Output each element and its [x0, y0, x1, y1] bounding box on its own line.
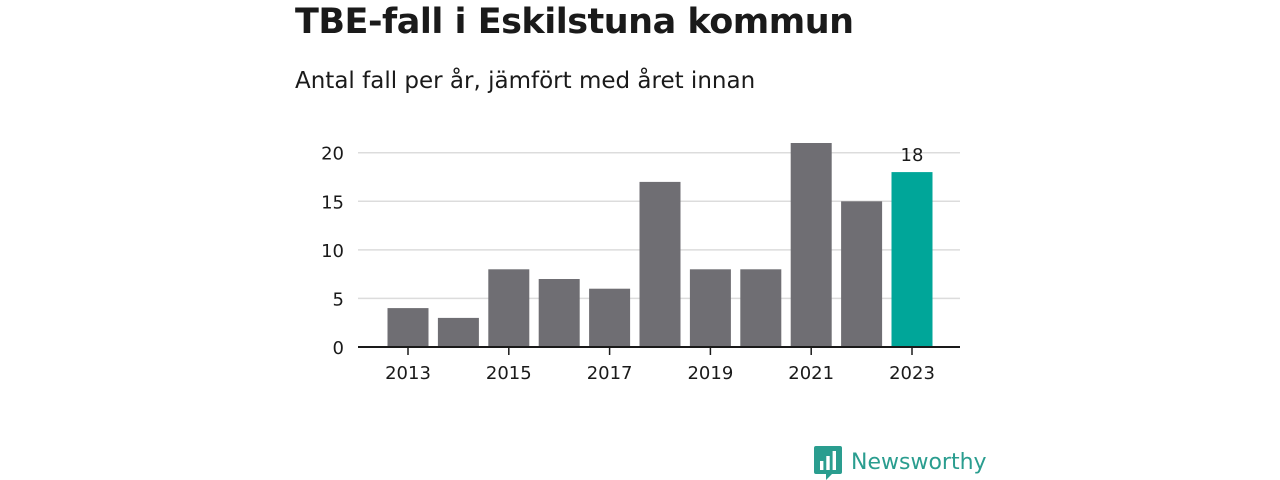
y-tick-label: 20 [321, 144, 344, 165]
bar-2020 [740, 269, 782, 347]
x-tick-label: 2017 [587, 363, 633, 384]
data-label-2023: 18 [901, 145, 924, 166]
brand-name: Newsworthy [851, 450, 987, 475]
bar-2015 [488, 269, 530, 347]
bar-2021 [790, 143, 832, 347]
bars [387, 143, 933, 347]
y-tick-label: 10 [321, 241, 344, 262]
y-tick-label: 5 [333, 289, 344, 310]
newsworthy-brand: Newsworthy [814, 446, 987, 480]
bar-2023 [891, 172, 933, 347]
x-tick-label: 2023 [889, 363, 935, 384]
bar-2017 [589, 288, 631, 347]
x-tick-label: 2021 [788, 363, 834, 384]
x-tick-label: 2015 [486, 363, 532, 384]
x-tick-label: 2019 [687, 363, 733, 384]
bar-2013 [387, 308, 429, 347]
chart-subtitle: Antal fall per år, jämfört med året inna… [295, 68, 756, 94]
bar-2018 [639, 181, 681, 347]
bar-chart: 0 5 10 15 20 2013 2015 2017 2019 2021 2023 18 [321, 143, 960, 384]
bar-2014 [437, 317, 479, 347]
newsworthy-logo-icon [814, 446, 842, 480]
chart-title: TBE-fall i Eskilstuna kommun [295, 2, 854, 42]
y-axis-tick-labels: 0 5 10 15 20 [321, 144, 344, 359]
bar-2019 [689, 269, 731, 347]
bar-2022 [841, 201, 883, 347]
x-tick-label: 2013 [385, 363, 431, 384]
bar-2016 [538, 279, 580, 347]
y-tick-label: 15 [321, 192, 344, 213]
x-axis-tick-labels: 2013 2015 2017 2019 2021 2023 [385, 363, 935, 384]
x-axis [358, 346, 960, 355]
y-tick-label: 0 [333, 338, 344, 359]
data-labels: 18 [901, 145, 924, 166]
